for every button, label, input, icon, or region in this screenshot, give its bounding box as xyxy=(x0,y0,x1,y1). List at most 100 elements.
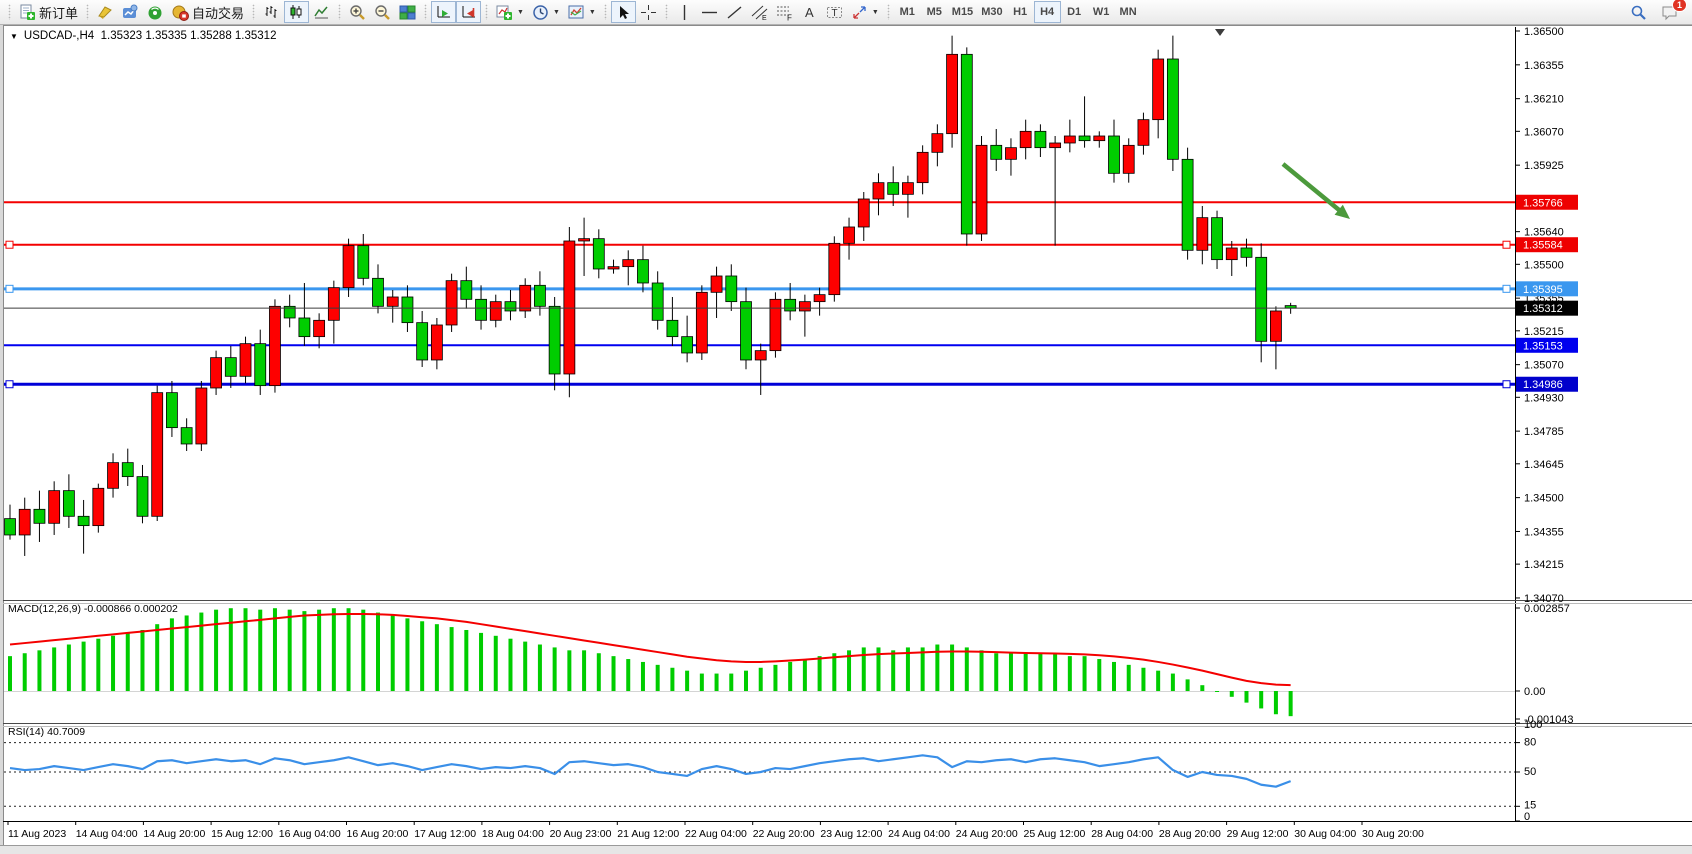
macd-histogram-bar xyxy=(567,650,572,691)
hline-1.34986[interactable]: 1.34986 xyxy=(4,376,1578,392)
bid-price-badge xyxy=(1516,300,1578,316)
macd-histogram-bar xyxy=(1259,691,1264,709)
text-label-button[interactable]: T xyxy=(822,1,847,23)
macd-histogram-bar xyxy=(228,608,233,691)
hline-handle-left[interactable] xyxy=(5,380,14,389)
periods-button[interactable]: ▼ xyxy=(528,1,564,23)
macd-histogram-bar xyxy=(905,647,910,691)
candle-body xyxy=(180,427,193,445)
chevron-down-icon[interactable]: ▼ xyxy=(517,8,524,16)
candle-body xyxy=(666,319,679,338)
vertical-line-button[interactable] xyxy=(672,1,697,23)
time-axis[interactable]: 11 Aug 2023 14 Aug 04:00 14 Aug 20:00 15 Au… xyxy=(7,821,1424,840)
auto-scroll-button[interactable] xyxy=(431,1,457,23)
timeframe-w1-button[interactable]: W1 xyxy=(1088,1,1115,23)
price-axis[interactable]: 1.36500 1.36355 1.36210 1.36070 1.35925 1.356… xyxy=(1515,26,1564,605)
chevron-down-icon[interactable]: ▼ xyxy=(588,8,596,16)
chart-canvas[interactable]: 1.36500 1.36355 1.36210 1.36070 1.35925 1.356… xyxy=(0,25,1692,854)
price-badge xyxy=(1516,376,1578,392)
timeframe-h1-button[interactable]: H1 xyxy=(1007,1,1034,23)
macd-histogram-bar xyxy=(169,618,174,691)
hline-1.35584[interactable]: 1.35584 xyxy=(4,237,1578,253)
svg-text:A: A xyxy=(805,5,814,20)
chart-title-dropdown-icon[interactable]: ▼ xyxy=(10,32,18,41)
horizontal-line-button[interactable] xyxy=(697,1,722,23)
timeframe-h4-button[interactable]: H4 xyxy=(1033,1,1061,23)
candlestick-chart-button[interactable] xyxy=(284,1,310,23)
trend-arrow-head xyxy=(1334,204,1350,219)
zoom-in-button[interactable] xyxy=(345,1,370,23)
toolbar-group-grip xyxy=(252,4,256,20)
main-toolbar: 新订单 自动交易 ▼ ▼ ▼ E F A T ▼ M1 M5 M15 M30 H1 H4 D1 W1 MN 1 xyxy=(0,0,1692,25)
timeframe-m1-button[interactable]: M1 xyxy=(894,1,921,23)
line-chart-button[interactable] xyxy=(309,1,334,23)
macd-histogram-bar xyxy=(66,644,71,691)
price-tick-label: 1.34645 xyxy=(1524,459,1564,471)
hline-handle-right[interactable] xyxy=(1502,240,1511,249)
trend-arrow-shaft[interactable] xyxy=(1281,162,1344,215)
hline-handle-right[interactable] xyxy=(1502,284,1511,293)
timeframe-d1-button[interactable]: D1 xyxy=(1061,1,1088,23)
chart-window[interactable]: 1.36500 1.36355 1.36210 1.36070 1.35925 1.356… xyxy=(0,25,1692,854)
templates-button[interactable]: ▼ xyxy=(564,1,600,23)
candle-body xyxy=(77,515,90,527)
indicators-button[interactable]: ▼ xyxy=(492,1,528,23)
timeframe-m5-button[interactable]: M5 xyxy=(921,1,948,23)
auto-trading-button[interactable]: 自动交易 xyxy=(168,1,248,23)
tile-windows-button[interactable] xyxy=(395,1,420,23)
price-badge-label: 1.35584 xyxy=(1523,240,1563,252)
search-button[interactable] xyxy=(1626,1,1651,23)
new-order-button[interactable]: 新订单 xyxy=(15,1,82,23)
trend-arrow-object[interactable] xyxy=(1281,162,1350,219)
hline-handle-left[interactable] xyxy=(5,240,14,249)
toolbar-group-grip xyxy=(8,4,11,20)
candle-body xyxy=(946,53,958,135)
hline-handle-left[interactable] xyxy=(5,284,14,293)
macd-histogram-bar xyxy=(405,618,410,691)
macd-histogram-bar xyxy=(1053,653,1058,691)
candle-body xyxy=(210,357,222,389)
time-tick-label: 21 Aug 12:00 xyxy=(617,828,679,840)
time-tick-label: 28 Aug 20:00 xyxy=(1159,828,1221,840)
timeframe-m15-button[interactable]: M15 xyxy=(948,1,977,23)
timeframe-m30-button[interactable]: M30 xyxy=(977,1,1006,23)
candle-body xyxy=(798,301,811,312)
timeframe-m5-button-label: M5 xyxy=(926,6,942,18)
notifications-button[interactable]: 1 xyxy=(1657,0,1687,23)
macd-histogram-bar xyxy=(1170,673,1175,691)
price-tick-label: 1.35640 xyxy=(1524,227,1564,239)
channel-button[interactable]: E xyxy=(747,1,772,23)
svg-text:E: E xyxy=(762,15,767,21)
arrows-button[interactable]: ▼ xyxy=(847,1,883,23)
styler-icon xyxy=(97,4,114,21)
text-button[interactable]: A xyxy=(797,1,822,23)
macd-histogram-bar xyxy=(140,629,145,691)
time-tick-label: 18 Aug 04:00 xyxy=(482,828,544,840)
zoom-out-button[interactable] xyxy=(370,1,395,23)
chevron-down-icon[interactable]: ▼ xyxy=(871,8,879,16)
bar-chart-button[interactable] xyxy=(259,1,284,23)
macd-histogram-bar xyxy=(155,624,160,691)
macd-histogram-bar xyxy=(1141,667,1146,691)
hline-1.35766[interactable]: 1.35766 xyxy=(4,194,1578,210)
crosshair-button[interactable] xyxy=(636,1,661,23)
chart-shift-button[interactable] xyxy=(456,1,482,23)
chart-profile-button[interactable] xyxy=(118,1,143,23)
macd-histogram-bar xyxy=(1008,653,1013,691)
styler-button[interactable] xyxy=(93,1,118,23)
macd-histogram-bar xyxy=(1067,656,1072,691)
fibonacci-button[interactable]: F xyxy=(772,1,797,23)
hline-handle-right[interactable] xyxy=(1502,380,1511,389)
candle-body xyxy=(592,238,605,270)
signals-button[interactable] xyxy=(143,1,168,23)
macd-histogram-bar xyxy=(96,638,101,691)
timeframe-mn-button[interactable]: MN xyxy=(1115,1,1142,23)
trendline-button[interactable] xyxy=(722,1,747,23)
macd-histogram-bar xyxy=(802,659,807,691)
cursor-button[interactable] xyxy=(610,1,636,23)
candle-body xyxy=(1137,119,1150,146)
chart-shift-marker[interactable] xyxy=(1215,29,1225,36)
chevron-down-icon[interactable]: ▼ xyxy=(552,8,560,16)
hline-1.35395[interactable]: 1.35395 xyxy=(4,281,1578,297)
toolbar-group-grip xyxy=(86,4,90,20)
